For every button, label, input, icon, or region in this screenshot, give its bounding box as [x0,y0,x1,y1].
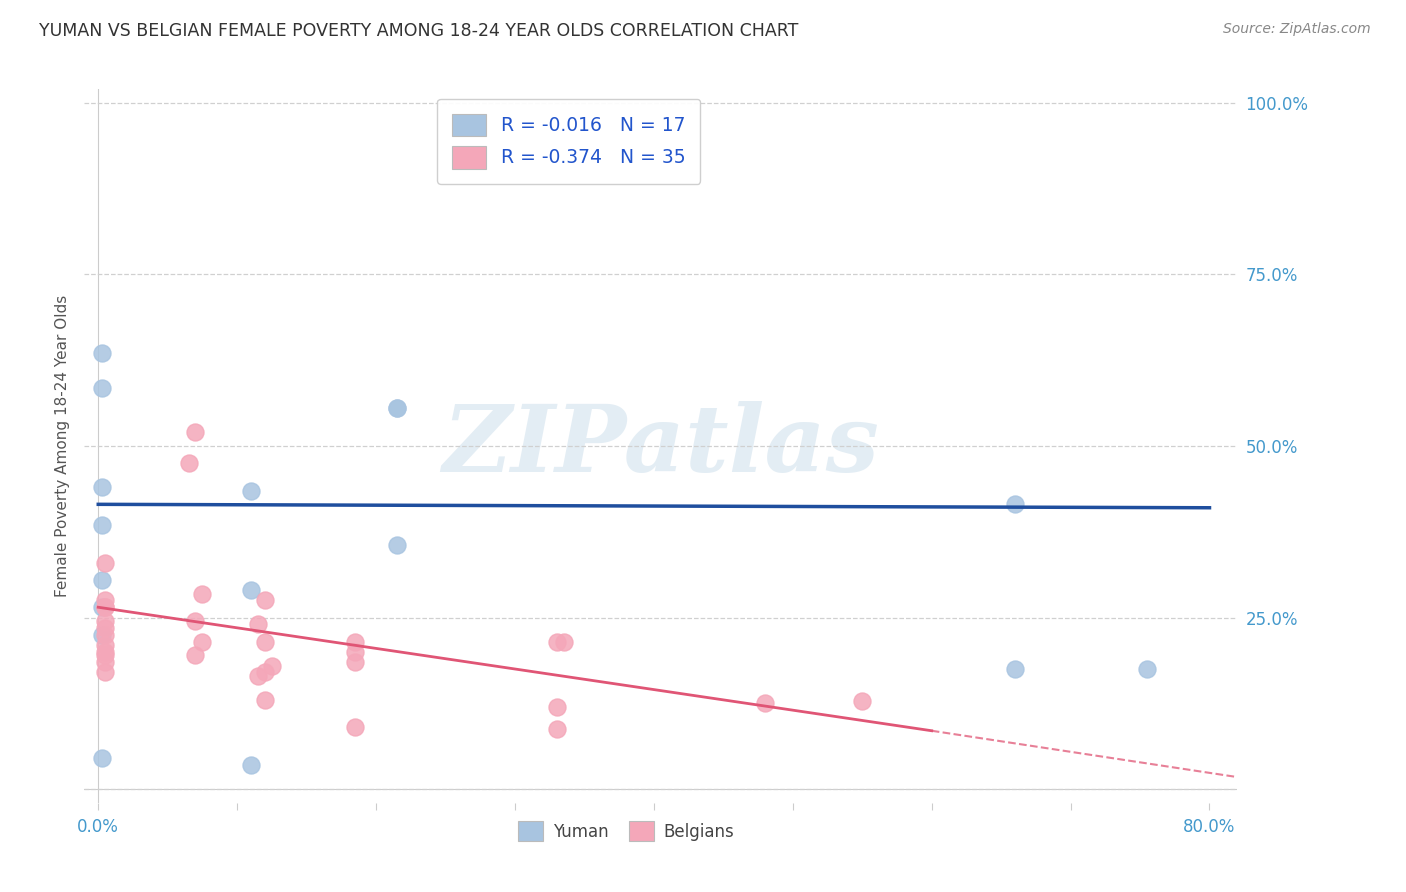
Point [851,694,873,708]
Point [546,634,568,648]
Point [94,628,117,642]
Legend: Yuman, Belgians: Yuman, Belgians [512,814,741,848]
Point [1136,662,1159,676]
Point [91,480,114,494]
Point [91,600,114,615]
Point [546,699,568,714]
Point [385,539,408,553]
Point [253,665,276,680]
Point [191,586,214,600]
Point [1004,662,1026,676]
Point [91,628,114,642]
Point [253,634,276,648]
Point [94,648,117,663]
Point [260,658,283,673]
Point [91,751,114,765]
Point [240,758,263,772]
Text: Source: ZipAtlas.com: Source: ZipAtlas.com [1223,22,1371,37]
Point [94,614,117,628]
Point [94,621,117,635]
Point [344,634,367,648]
Point [385,401,408,416]
Point [184,614,207,628]
Point [94,600,117,615]
Text: ZIPatlas: ZIPatlas [443,401,879,491]
Text: YUMAN VS BELGIAN FEMALE POVERTY AMONG 18-24 YEAR OLDS CORRELATION CHART: YUMAN VS BELGIAN FEMALE POVERTY AMONG 18… [39,22,799,40]
Point [385,401,408,416]
Point [240,483,263,498]
Point [754,696,776,710]
Point [344,645,367,659]
Point [246,669,269,683]
Point [191,634,214,648]
Point [94,655,117,669]
Point [240,583,263,598]
Point [94,556,117,570]
Point [546,722,568,736]
Point [94,638,117,652]
Point [94,600,117,615]
Point [94,593,117,607]
Point [177,456,200,470]
Point [94,665,117,680]
Point [184,425,207,440]
Point [91,517,114,532]
Point [94,645,117,659]
Y-axis label: Female Poverty Among 18-24 Year Olds: Female Poverty Among 18-24 Year Olds [55,295,70,597]
Point [246,617,269,632]
Point [253,593,276,607]
Point [344,655,367,669]
Point [1004,497,1026,511]
Point [91,381,114,395]
Point [184,648,207,663]
Point [91,573,114,587]
Point [91,346,114,360]
Point [253,693,276,707]
Point [344,720,367,734]
Point [553,634,575,648]
